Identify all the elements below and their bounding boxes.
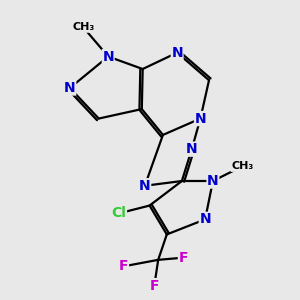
Text: Cl: Cl: [112, 206, 126, 220]
Text: F: F: [119, 259, 128, 273]
Text: CH₃: CH₃: [72, 22, 94, 32]
Text: N: N: [64, 81, 76, 95]
Text: CH₃: CH₃: [231, 161, 253, 171]
Text: N: N: [207, 174, 219, 188]
Text: N: N: [199, 212, 211, 226]
Text: F: F: [150, 279, 159, 293]
Text: N: N: [139, 179, 151, 193]
Text: N: N: [171, 46, 183, 60]
Text: N: N: [195, 112, 206, 126]
Text: N: N: [102, 50, 114, 64]
Text: F: F: [178, 251, 188, 265]
Text: N: N: [186, 142, 198, 156]
